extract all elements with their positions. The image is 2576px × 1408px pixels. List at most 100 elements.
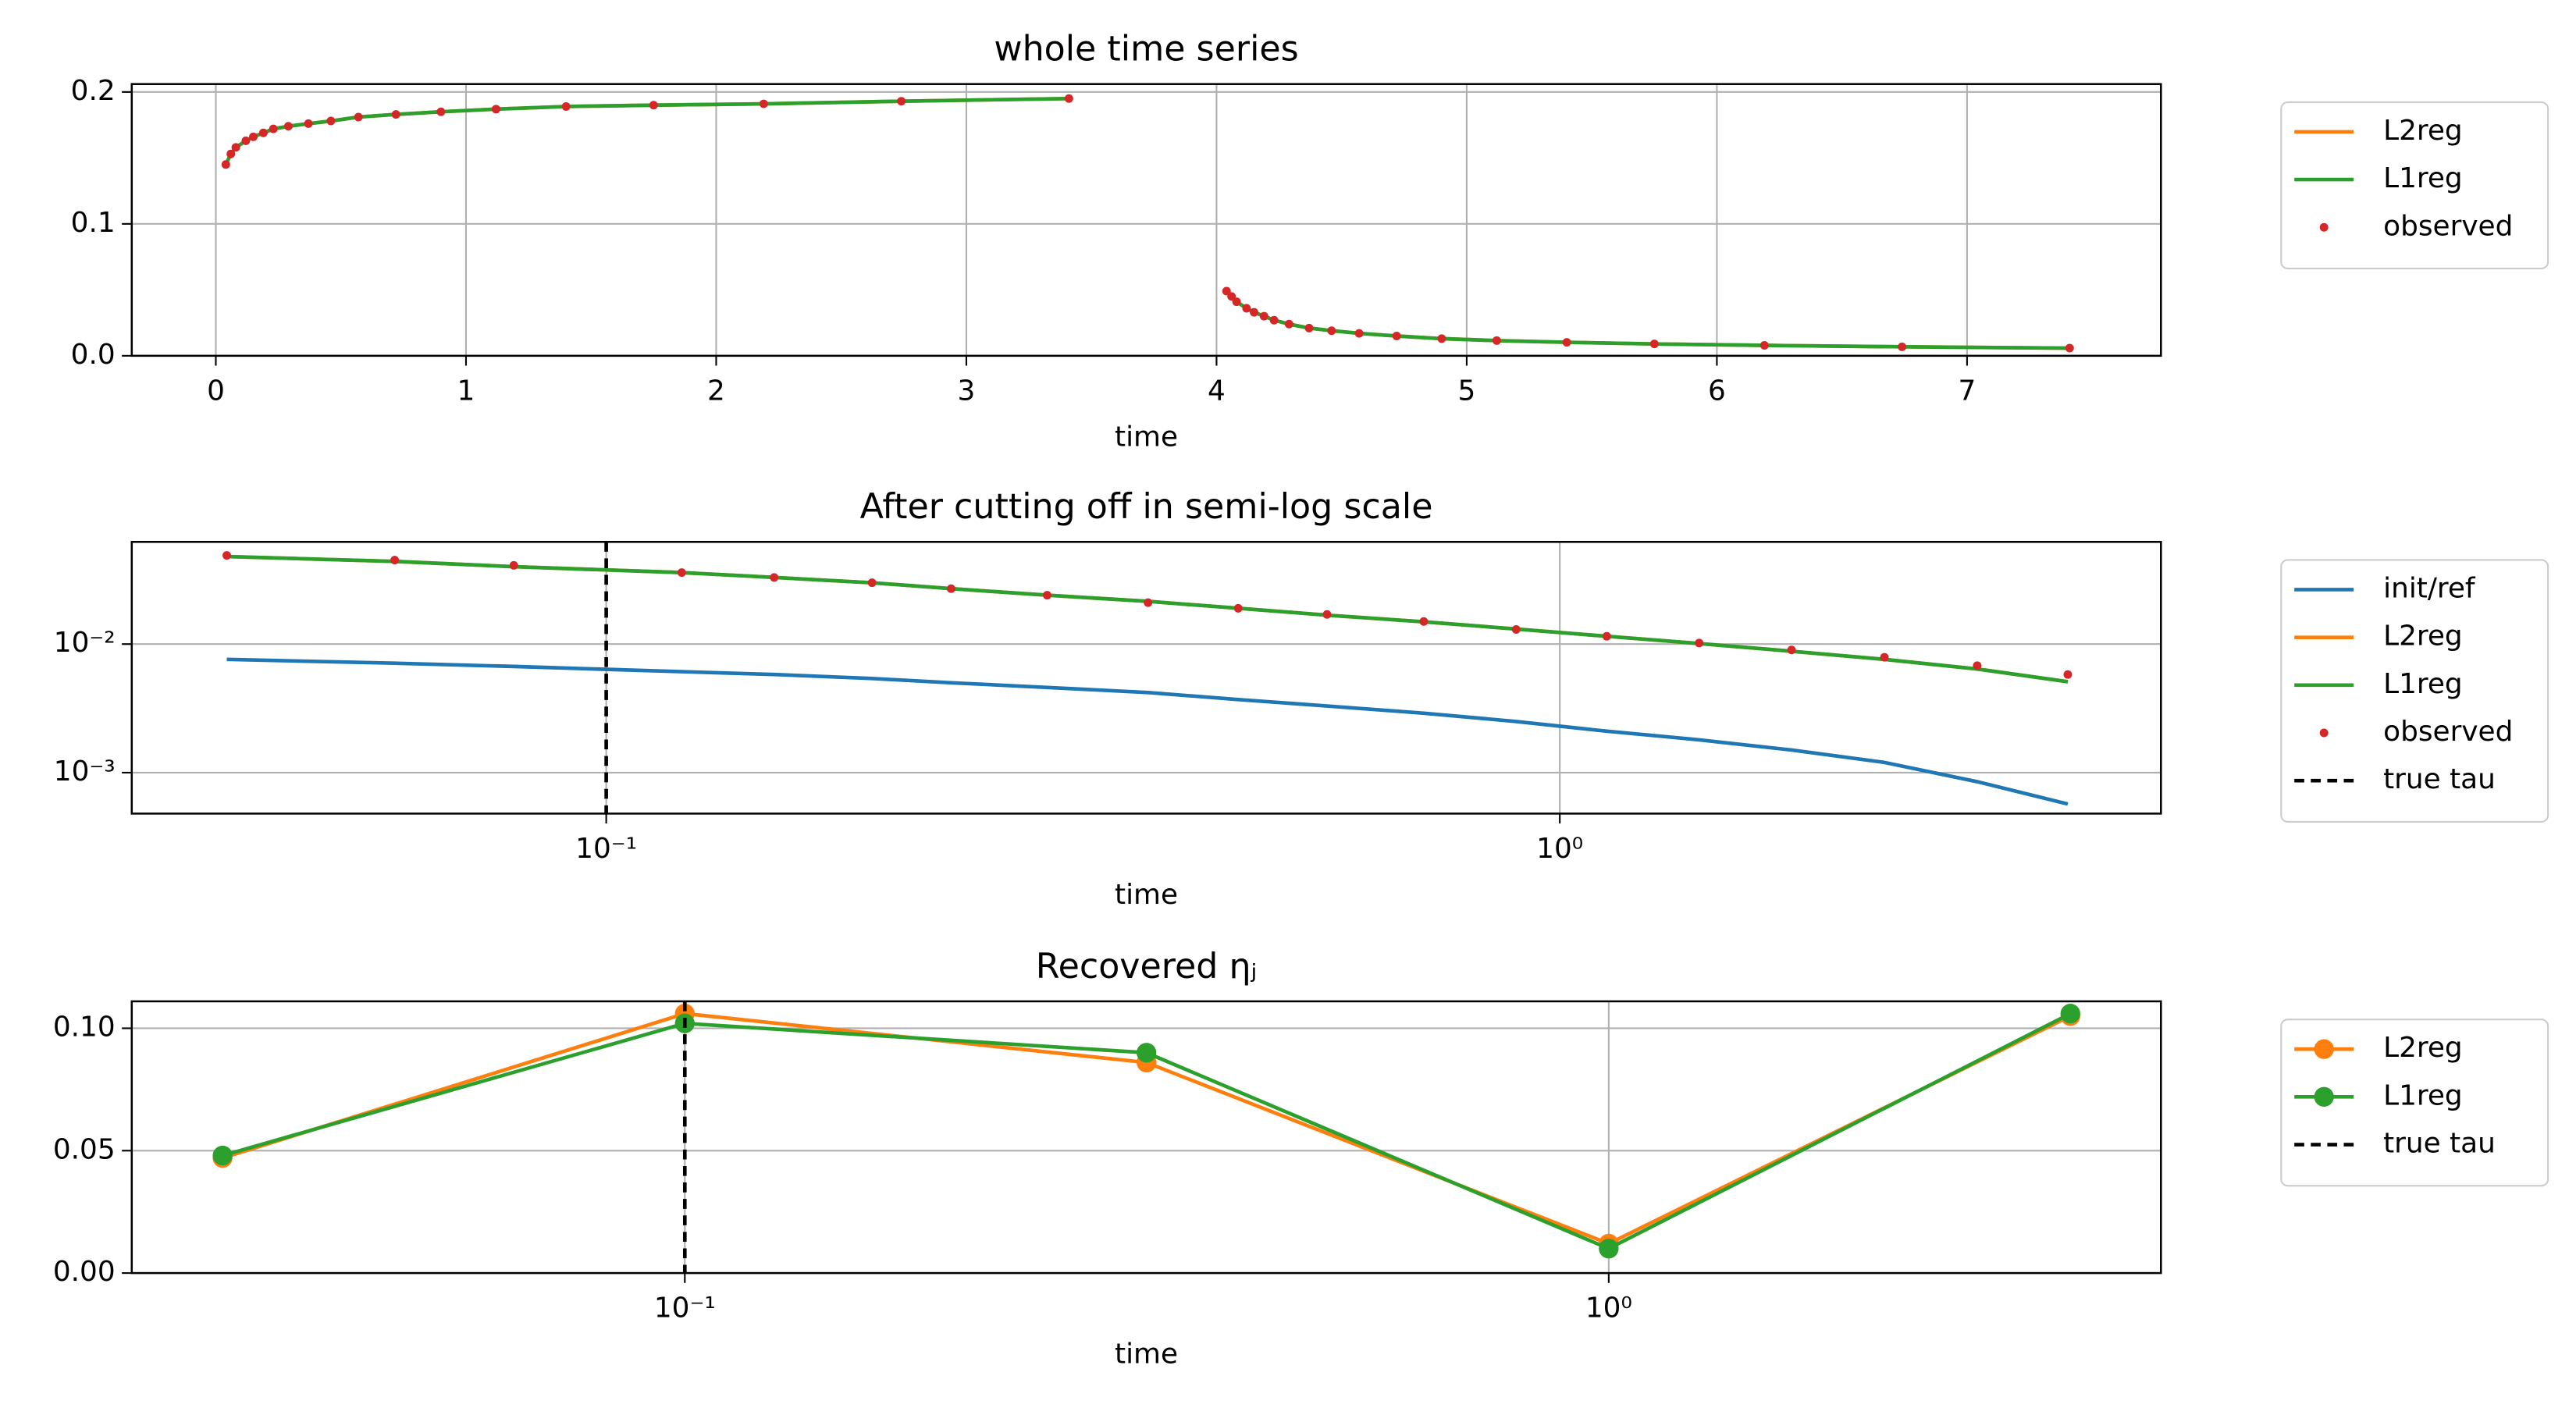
data-point xyxy=(1898,342,1907,351)
axes-frame xyxy=(130,83,2162,357)
data-point xyxy=(354,112,363,122)
data-point xyxy=(1322,610,1332,619)
data-point xyxy=(1599,1239,1619,1259)
data-point xyxy=(436,107,446,116)
legend-label: L2reg xyxy=(2383,115,2463,147)
y-tick-label: 0.1 xyxy=(71,207,116,239)
data-point xyxy=(1787,645,1796,655)
data-point xyxy=(1492,336,1501,345)
y-tick-label: 10⁻² xyxy=(54,627,116,659)
data-point xyxy=(867,578,877,588)
x-tick-label: 5 xyxy=(1458,375,1476,407)
data-point xyxy=(1759,341,1769,350)
data-point xyxy=(241,136,251,145)
data-point xyxy=(561,101,571,111)
x-tick-label: 0 xyxy=(207,375,225,407)
x-tick-label: 7 xyxy=(1958,375,1976,407)
x-axis-label: time xyxy=(1115,879,1178,911)
x-tick-label: 10⁰ xyxy=(1585,1292,1632,1324)
data-point xyxy=(1242,304,1251,313)
data-point xyxy=(2060,1003,2080,1024)
legend-label: L2reg xyxy=(2383,620,2463,652)
data-point xyxy=(269,124,278,133)
data-point xyxy=(509,560,518,570)
data-point xyxy=(249,132,258,141)
data-point xyxy=(1973,661,1982,670)
data-point xyxy=(221,160,230,169)
data-point xyxy=(1511,624,1521,634)
data-point xyxy=(231,143,240,152)
legend-label: L1reg xyxy=(2383,668,2463,700)
data-point xyxy=(1354,329,1364,338)
data-point xyxy=(1269,315,1279,325)
data-point xyxy=(2063,670,2073,679)
data-point xyxy=(258,128,268,137)
y-tick-label: 0.2 xyxy=(71,75,116,107)
data-point xyxy=(1259,311,1268,321)
plot-area xyxy=(212,1001,2080,1274)
data-point xyxy=(390,556,400,565)
x-tick-label: 2 xyxy=(707,375,725,407)
data-point xyxy=(1695,638,1704,648)
y-tick-label: 0.00 xyxy=(53,1256,116,1288)
data-point xyxy=(1880,652,1889,662)
data-point xyxy=(212,1145,233,1166)
data-point xyxy=(283,122,293,131)
data-point xyxy=(1437,334,1446,343)
y-tick-label: 0.0 xyxy=(71,339,116,371)
data-point xyxy=(1602,631,1611,641)
x-tick-label: 1 xyxy=(457,375,475,407)
legend-label: true tau xyxy=(2383,763,2496,795)
data-point xyxy=(649,101,658,110)
legend-swatch xyxy=(2314,1086,2334,1107)
x-tick-label: 4 xyxy=(1208,375,1226,407)
legend-label: true tau xyxy=(2383,1128,2496,1160)
data-point xyxy=(226,149,236,158)
data-point xyxy=(1232,297,1241,307)
plot-area xyxy=(222,542,2073,814)
y-tick-label: 0.10 xyxy=(53,1011,116,1043)
axes-frame xyxy=(130,541,2162,815)
x-tick-label: 10⁻¹ xyxy=(575,833,637,865)
legend-box xyxy=(2280,101,2549,270)
x-tick-label: 10⁻¹ xyxy=(654,1292,716,1324)
data-point xyxy=(897,97,906,106)
legend-label: init/ref xyxy=(2383,572,2476,604)
data-point xyxy=(759,99,768,108)
chart-title: Recovered ηⱼ xyxy=(1036,947,1257,987)
data-point xyxy=(770,573,779,582)
legend-swatch xyxy=(2319,222,2329,232)
data-point xyxy=(304,119,313,128)
legend-label: observed xyxy=(2383,210,2513,242)
legend-swatch xyxy=(2314,1039,2334,1059)
data-point xyxy=(1327,326,1336,336)
data-point xyxy=(1064,94,1073,103)
data-point xyxy=(947,584,955,593)
chart-title: whole time series xyxy=(994,30,1298,69)
data-point xyxy=(1419,617,1429,626)
legend-label: observed xyxy=(2383,716,2513,748)
legend-label: L1reg xyxy=(2383,1079,2463,1111)
data-point xyxy=(326,116,336,126)
legend-swatch xyxy=(2319,728,2329,738)
data-point xyxy=(1304,323,1314,332)
data-point xyxy=(391,110,400,119)
x-axis-label: time xyxy=(1115,1339,1178,1371)
chart-title: After cutting off in semi-log scale xyxy=(860,487,1433,527)
data-point xyxy=(1233,603,1243,613)
data-point xyxy=(1392,332,1401,340)
y-tick-label: 0.05 xyxy=(53,1133,116,1165)
axes-frame xyxy=(130,1000,2162,1275)
y-tick-label: 10⁻³ xyxy=(54,756,116,788)
data-point xyxy=(222,551,231,560)
data-point xyxy=(491,105,500,114)
x-tick-label: 6 xyxy=(1708,375,1726,407)
plot-area xyxy=(221,94,2074,353)
x-tick-label: 10⁰ xyxy=(1536,833,1583,865)
data-point xyxy=(1250,308,1258,317)
data-point xyxy=(1042,591,1051,600)
legend-label: L1reg xyxy=(2383,162,2463,194)
series-line xyxy=(226,657,2069,806)
